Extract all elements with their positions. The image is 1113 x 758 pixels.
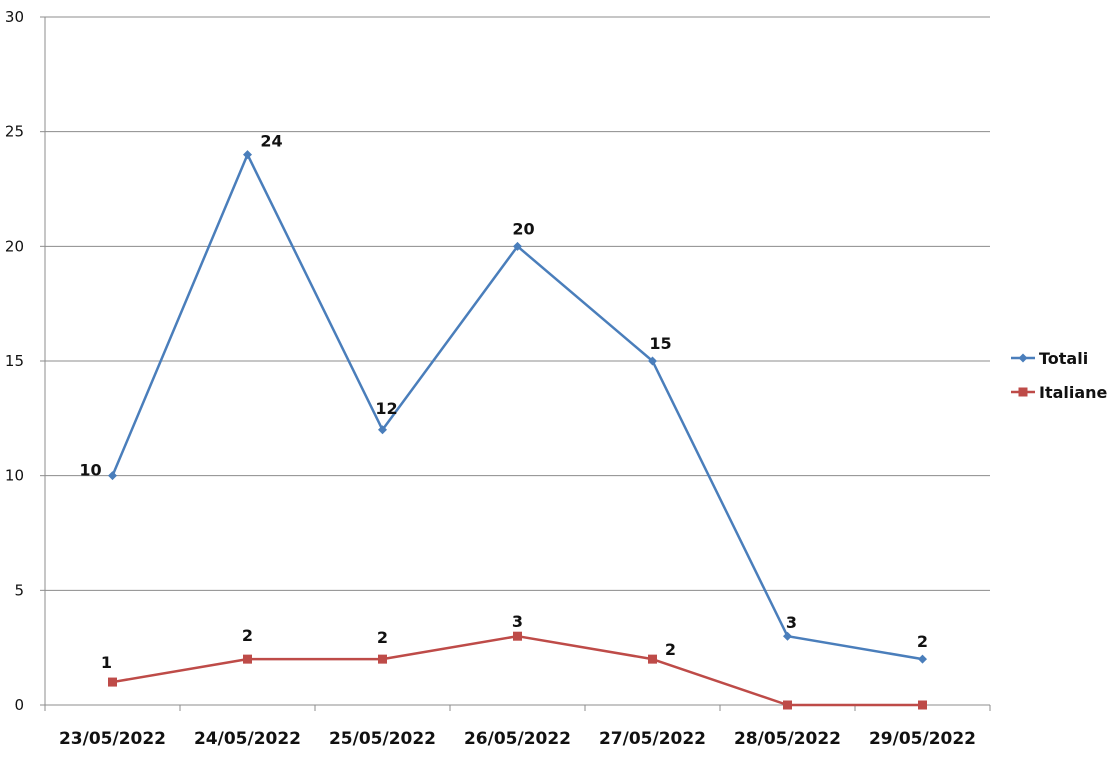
data-point-totali bbox=[378, 425, 387, 435]
axes-layer: 0 5 10 15 20 25 30 23/05/2022 24/05/2022 25/05/20… bbox=[5, 8, 991, 749]
data-point-italiane bbox=[648, 654, 657, 664]
legend-marker bbox=[1018, 387, 1028, 397]
x-tick-label: 29/05/2022 bbox=[869, 729, 976, 749]
data-label-italiane: 1 bbox=[101, 653, 112, 672]
data-point-italiane bbox=[108, 677, 117, 687]
data-label-totali: 15 bbox=[649, 334, 671, 353]
series-line-italiane bbox=[112, 634, 923, 707]
data-point-totali bbox=[783, 631, 792, 641]
data-label-totali: 10 bbox=[79, 461, 101, 480]
legend-item-totali: Totali bbox=[1011, 349, 1088, 368]
data-label-totali: 24 bbox=[260, 132, 282, 151]
data-point-totali bbox=[648, 356, 657, 366]
x-tick-label: 26/05/2022 bbox=[464, 729, 571, 749]
data-point-totali bbox=[243, 150, 252, 160]
x-tick-label: 28/05/2022 bbox=[734, 729, 841, 749]
y-tick-label: 0 bbox=[14, 696, 24, 714]
y-tick-label: 5 bbox=[14, 581, 24, 599]
series-layer bbox=[108, 150, 927, 710]
legend-label: Totali bbox=[1039, 349, 1088, 368]
data-label-italiane: 2 bbox=[377, 628, 388, 647]
data-point-italiane bbox=[918, 700, 927, 710]
y-tick-label: 30 bbox=[5, 8, 24, 26]
data-point-totali bbox=[513, 241, 522, 251]
legend-marker bbox=[1018, 353, 1028, 363]
y-tick-label: 20 bbox=[5, 237, 24, 255]
data-label-italiane: 3 bbox=[512, 612, 523, 631]
legend: Totali Italiane bbox=[1011, 349, 1108, 402]
legend-label: Italiane bbox=[1039, 383, 1108, 402]
data-point-italiane bbox=[783, 700, 792, 710]
data-point-italiane bbox=[513, 631, 522, 641]
x-tick-label: 27/05/2022 bbox=[599, 729, 706, 749]
y-tick-label: 25 bbox=[5, 123, 24, 141]
y-tick-label: 15 bbox=[5, 352, 24, 370]
grid-layer bbox=[45, 16, 990, 591]
x-tick-label: 24/05/2022 bbox=[194, 729, 301, 749]
data-label-italiane: 2 bbox=[242, 626, 253, 645]
data-point-totali bbox=[108, 471, 117, 481]
y-tick-label: 10 bbox=[5, 467, 24, 485]
data-point-italiane bbox=[243, 654, 252, 664]
x-tick-label: 25/05/2022 bbox=[329, 729, 436, 749]
x-tick-label: 23/05/2022 bbox=[59, 729, 166, 749]
data-point-italiane bbox=[378, 654, 387, 664]
data-point-totali bbox=[918, 654, 927, 664]
data-label-totali: 3 bbox=[786, 613, 797, 632]
data-label-totali: 20 bbox=[512, 219, 534, 238]
data-label-italiane: 2 bbox=[665, 640, 676, 659]
legend-item-italiane: Italiane bbox=[1011, 383, 1108, 402]
data-label-totali: 2 bbox=[917, 632, 928, 651]
data-label-totali: 12 bbox=[375, 399, 397, 418]
